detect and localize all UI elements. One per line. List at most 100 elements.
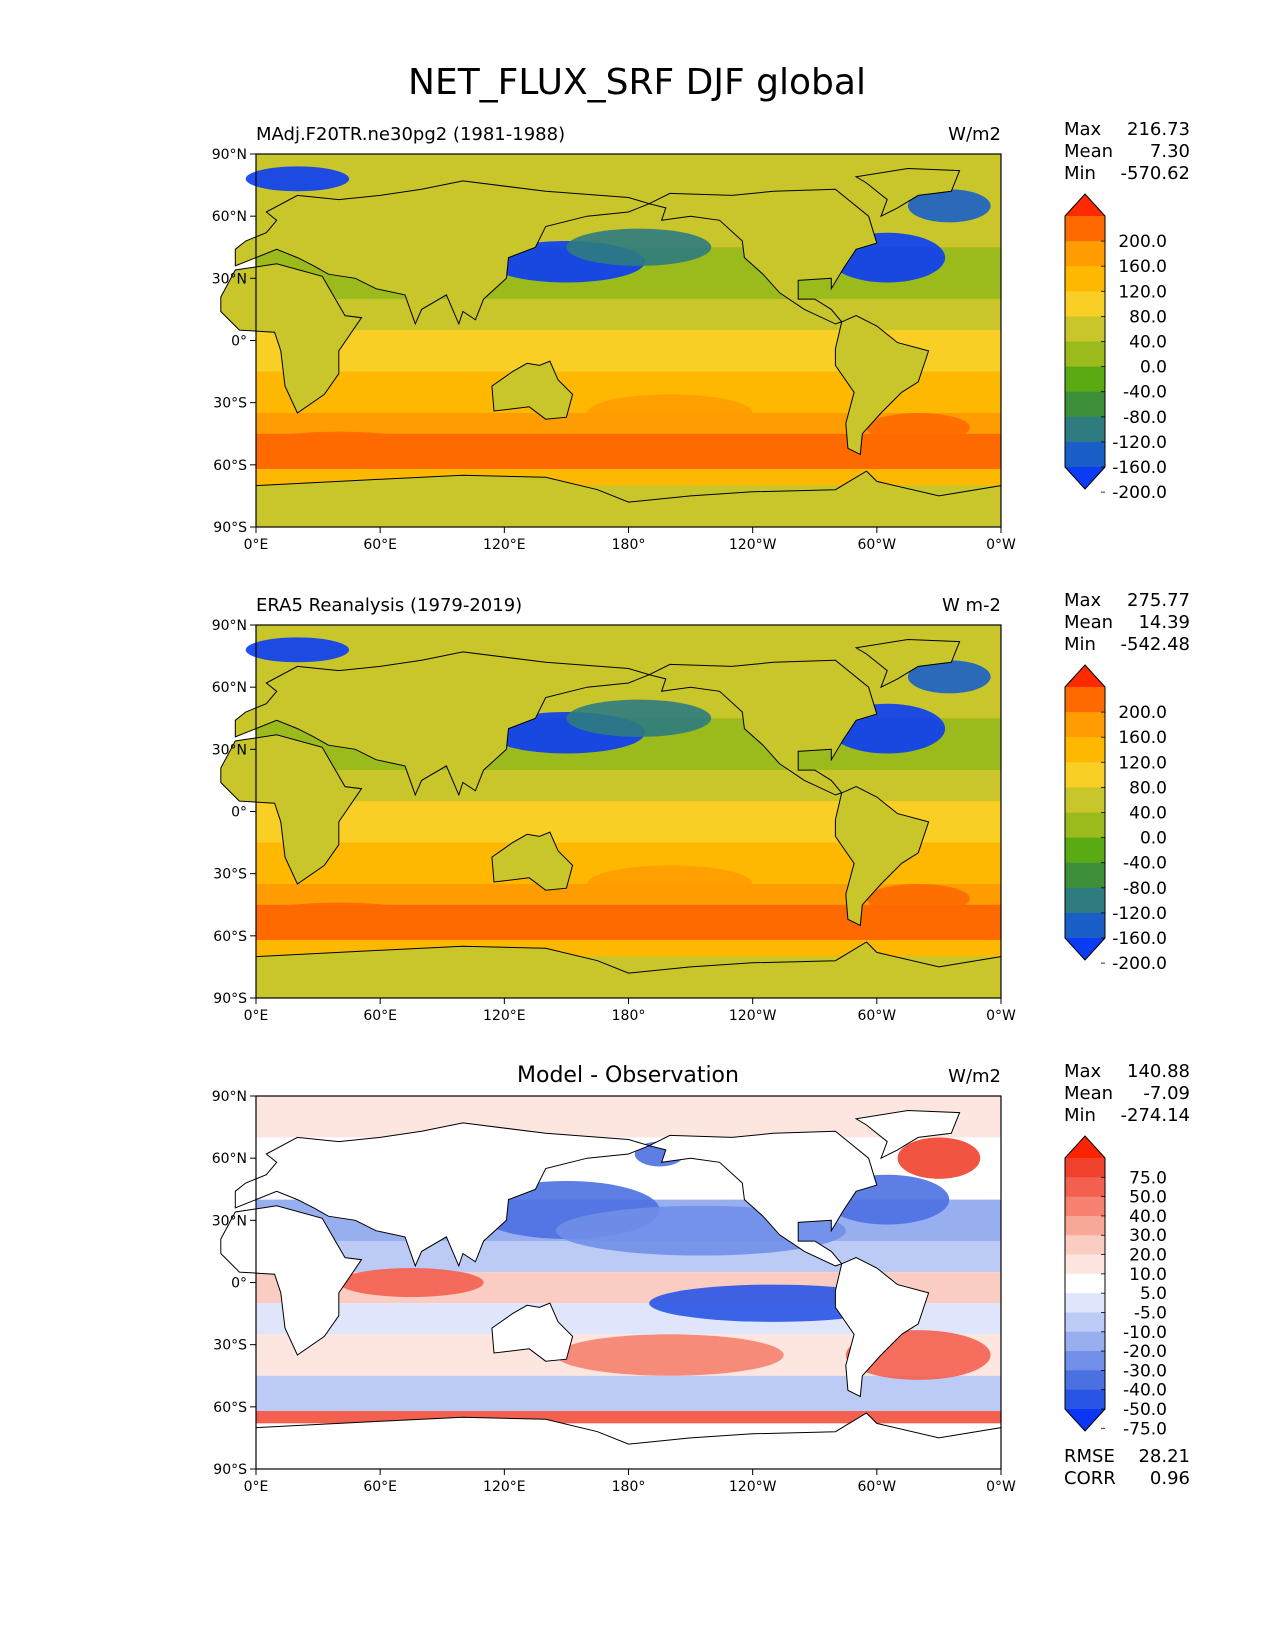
axis-ticks: 90°N 60°N 30°N 0° 30°S 60°S 90°S0°E 60°E 120°E 18… [212, 147, 1016, 553]
lon-tick-label: 60°W [857, 1008, 896, 1024]
field-patch [866, 413, 970, 443]
lat-tick-label: 30°N [212, 271, 247, 287]
field-patch [256, 902, 422, 928]
colorbar: 75.050.040.030.020.010.05.0-5.0-10.0-20.… [1064, 1135, 1167, 1439]
lon-tick-label: 120°E [483, 1008, 526, 1024]
lon-tick-label: 120°E [483, 1479, 526, 1495]
stat-mean-value: 7.30 [1150, 141, 1190, 162]
field-patch [897, 1137, 981, 1179]
colorbar-segment [1065, 266, 1105, 292]
panel-left-title: MAdj.F20TR.ne30pg2 (1981-1988) [256, 124, 565, 145]
colorbar-tick-label: 20.0 [1129, 1246, 1167, 1266]
field-patch [566, 699, 712, 737]
colorbar-segment [1065, 1389, 1105, 1410]
stat-rmse-value: 28.21 [1138, 1446, 1190, 1467]
colorbar-extend-max [1065, 1136, 1105, 1158]
colorbar: 200.0 160.0 120.0 80.0 40.0 0.0 -40.0 -80.0 -120… [1064, 193, 1167, 503]
colorbar-segment [1065, 787, 1105, 813]
stat-min-label: Min [1064, 1105, 1096, 1126]
lon-tick-label: 0°W [986, 1479, 1016, 1495]
field-band [256, 770, 1001, 802]
coastline-eurasia [234, 180, 651, 326]
colorbar-tick-label: -120.0 [1112, 904, 1167, 924]
lon-tick-label: 0°W [986, 537, 1016, 553]
colorbar-tick-label: -75.0 [1123, 1419, 1167, 1439]
map-difference [220, 1095, 1002, 1470]
lat-tick-label: 0° [231, 334, 247, 350]
field-patch [256, 431, 422, 457]
map-observation [220, 624, 1002, 999]
colorbar-tick-label: 160.0 [1118, 257, 1167, 277]
lon-tick-label: 180° [612, 1008, 646, 1024]
colorbar-extend-max [1065, 194, 1105, 216]
stat-max-value: 140.88 [1127, 1061, 1190, 1082]
lon-tick-label: 0°E [244, 1008, 269, 1024]
colorbar-tick-label: -20.0 [1123, 1342, 1167, 1362]
lon-tick-label: 120°E [483, 537, 526, 553]
field-patch [907, 660, 991, 694]
colorbar-segment [1065, 912, 1105, 939]
field-band [256, 1375, 1001, 1411]
colorbar-segment [1065, 241, 1105, 267]
colorbar-segment [1065, 812, 1105, 839]
colorbar-segment [1065, 391, 1105, 418]
lat-tick-label: 90°S [213, 520, 247, 536]
colorbar-segment [1065, 712, 1105, 738]
field-patch [587, 865, 753, 903]
colorbar-tick-label: 0.0 [1140, 829, 1167, 849]
colorbar-extend-min [1065, 467, 1105, 489]
colorbar-segment [1065, 887, 1105, 914]
stat-mean-label: Mean [1064, 1083, 1113, 1104]
colorbar-tick-label: 40.0 [1129, 1207, 1167, 1227]
colorbar-tick-label: 120.0 [1118, 753, 1167, 773]
field-patch [338, 1267, 484, 1298]
colorbar-tick-label: -160.0 [1112, 458, 1167, 478]
stat-min-label: Min [1064, 634, 1096, 655]
colorbar-tick-label: 50.0 [1129, 1188, 1167, 1208]
lon-tick-label: 120°W [729, 537, 777, 553]
panel-difference: Model - Observation W/m2 90°N 60°N 30°N 0° 3… [212, 1061, 1190, 1495]
colorbar-segment [1065, 1235, 1105, 1256]
coastline-namerica [647, 188, 878, 325]
colorbar-segment [1065, 762, 1105, 788]
colorbar-extend-max [1065, 665, 1105, 687]
coastline-samerica [834, 1257, 930, 1398]
stat-max-value: 216.73 [1127, 119, 1190, 140]
colorbar-segment [1065, 1177, 1105, 1198]
colorbar-tick-label: -200.0 [1112, 483, 1167, 503]
lat-tick-label: 30°S [213, 1338, 247, 1354]
coastline-australia [491, 360, 574, 420]
colorbar-tick-label: -200.0 [1112, 954, 1167, 974]
lat-tick-label: 60°S [213, 929, 247, 945]
coastline-greenland [854, 638, 961, 689]
stat-min-label: Min [1064, 163, 1096, 184]
colorbar-tick-label: -80.0 [1123, 879, 1167, 899]
colorbar-tick-label: -5.0 [1134, 1303, 1167, 1323]
colorbar-segment [1065, 1293, 1105, 1313]
colorbar-segment [1065, 1351, 1105, 1371]
colorbar-tick-label: -160.0 [1112, 929, 1167, 949]
field-band [256, 299, 1001, 331]
coastline-greenland [854, 167, 961, 218]
colorbar-tick-label: -40.0 [1123, 1381, 1167, 1401]
colorbar-segment [1065, 441, 1105, 468]
colorbar-tick-label: 40.0 [1129, 804, 1167, 824]
figure-title: NET_FLUX_SRF DJF global [408, 62, 866, 103]
stat-mean-value: -7.09 [1143, 1083, 1190, 1104]
colorbar-segment [1065, 1273, 1105, 1294]
colorbar-tick-label: 30.0 [1129, 1226, 1167, 1246]
lat-tick-label: 30°S [213, 867, 247, 883]
field-patch [566, 228, 712, 266]
coastline-greenland [854, 1109, 961, 1160]
lat-tick-label: 90°S [213, 1462, 247, 1478]
field-patch [556, 1334, 784, 1376]
stats-block: Max 216.73 Mean 7.30 Min -570.62 [1064, 119, 1190, 184]
colorbar-tick-label: 40.0 [1129, 333, 1167, 353]
colorbar-tick-label: -30.0 [1123, 1361, 1167, 1381]
field-patch [245, 637, 350, 663]
colorbar-segment [1065, 1196, 1105, 1217]
colorbar-segment [1065, 291, 1105, 317]
panel-units: W m-2 [942, 595, 1001, 616]
lat-tick-label: 30°N [212, 1213, 247, 1229]
